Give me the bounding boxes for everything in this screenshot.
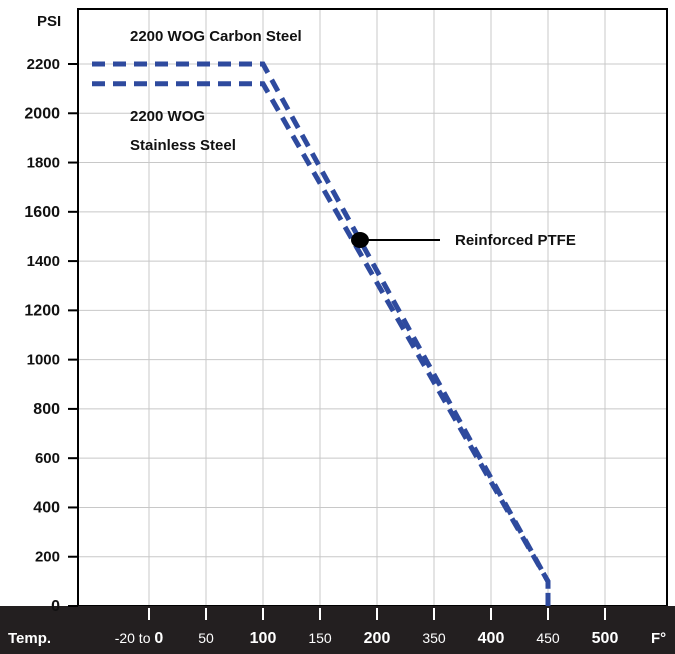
x-tick-label-8: 500 [592, 630, 619, 647]
x-tick-label-7: 450 [536, 630, 560, 646]
x-tick-label-0: -20 to 0 [115, 630, 164, 647]
y-tick-label-2200: 2200 [27, 56, 60, 73]
y-tick-label-1000: 1000 [27, 352, 60, 369]
annotation-stainless-steel-line1: 2200 WOG [130, 108, 205, 125]
x-axis-unit: F° [651, 630, 666, 647]
series-line-0 [92, 61, 551, 606]
series-group [92, 61, 551, 606]
x-axis-band [0, 606, 675, 654]
y-tick-label-0: 0 [51, 598, 60, 615]
x-tick-label-2: 100 [250, 630, 277, 647]
annotation-carbon-steel: 2200 WOG Carbon Steel [130, 28, 302, 45]
x-tick-label-5: 350 [422, 630, 446, 646]
y-tick-label-1600: 1600 [24, 204, 60, 221]
x-axis-ticks: -20 to 0 50 100 150 200 350 400 450 500 [115, 608, 619, 647]
y-tick-label-1800: 1800 [27, 155, 60, 172]
y-tick-label-800: 800 [33, 401, 60, 418]
x-tick-label-4: 200 [364, 630, 391, 647]
series-line-1 [92, 81, 551, 606]
x-axis-title: Temp. [8, 630, 51, 647]
grid [78, 9, 667, 607]
y-tick-label-600: 600 [35, 450, 60, 467]
y-tick-label-1400: 1400 [27, 253, 60, 270]
y-axis-ticks: 0 200 400 600 800 1000 1200 1400 1600 1800 2000 220… [24, 56, 78, 615]
y-tick-label-1200: 1200 [24, 302, 60, 319]
y-tick-label-200: 200 [35, 549, 60, 566]
y-tick-label-400: 400 [33, 499, 60, 516]
x-tick-label-3: 150 [308, 630, 332, 646]
y-tick-label-2000: 2000 [24, 105, 60, 122]
plot-frame [77, 8, 668, 607]
annotation-reinforced-ptfe: Reinforced PTFE [455, 232, 576, 249]
x-tick-label-1: 50 [198, 630, 214, 646]
ptfe-marker-point [351, 232, 369, 248]
annotation-stainless-steel-line2: Stainless Steel [130, 137, 236, 154]
x-tick-label-6: 400 [478, 630, 505, 647]
y-axis-title: PSI [37, 13, 61, 30]
